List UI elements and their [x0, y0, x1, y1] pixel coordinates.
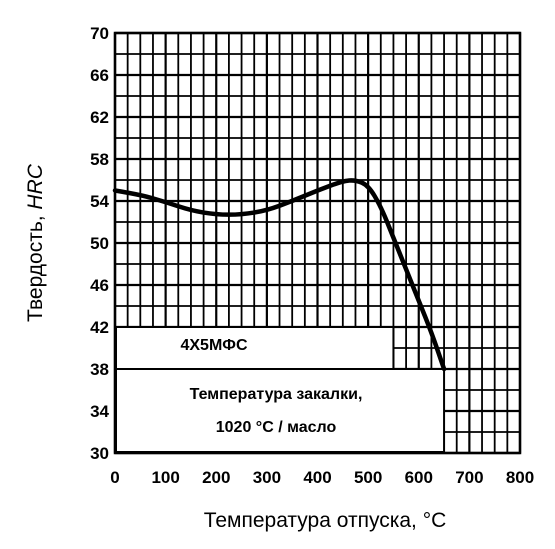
quench-label-line2: 1020 °С / масло [216, 419, 337, 436]
data-point [139, 193, 142, 196]
quench-label-line1: Температура закалки, [190, 386, 363, 403]
curve-layer [112, 178, 447, 372]
data-point [164, 201, 167, 203]
y-tick-label: 62 [90, 108, 109, 127]
data-point [354, 179, 357, 181]
y-axis-title-unit: HRC [24, 163, 47, 209]
y-tick-label: 46 [90, 276, 109, 295]
data-point [291, 200, 293, 202]
y-axis-title-text: Твердость, [24, 210, 47, 322]
y-tick-label: 54 [90, 192, 109, 211]
data-point [379, 205, 382, 208]
y-tick-label: 42 [90, 318, 109, 337]
data-point [342, 180, 344, 182]
x-tick-label: 400 [303, 468, 331, 487]
annotation-boxes [115, 326, 446, 453]
y-tick-label: 34 [90, 402, 109, 421]
steel-grade-box [115, 326, 395, 370]
y-tick-label: 50 [90, 234, 109, 253]
series-line-hardness [112, 178, 447, 372]
data-point [417, 299, 420, 302]
y-tick-label: 30 [90, 444, 109, 463]
quench-box [115, 368, 446, 453]
data-point [392, 236, 395, 239]
data-point [430, 331, 433, 334]
x-tick-label: 0 [110, 468, 119, 487]
x-tick-label: 800 [506, 468, 534, 487]
data-point [367, 184, 369, 187]
x-tick-label: 700 [455, 468, 483, 487]
x-tick-label: 600 [405, 468, 433, 487]
data-point [114, 189, 116, 192]
data-point [215, 213, 218, 216]
y-tick-label: 58 [90, 150, 109, 169]
x-tick-label: 200 [202, 468, 230, 487]
y-tick-label: 70 [90, 24, 109, 43]
steel-grade-label: 4Х5МФС [180, 337, 247, 354]
y-axis-title: Твердость, HRC [24, 163, 47, 322]
data-point [190, 209, 192, 212]
y-tick-label: 66 [90, 66, 109, 85]
x-tick-label: 500 [354, 468, 382, 487]
x-axis-title: Температура отпуска, °С [204, 509, 447, 532]
y-tick-label: 38 [90, 360, 109, 379]
data-point [443, 368, 445, 370]
data-point [405, 268, 407, 271]
data-point [316, 189, 319, 192]
data-point [240, 213, 243, 216]
plot-frame [113, 31, 522, 455]
data-point [266, 209, 268, 212]
x-tick-label: 100 [151, 468, 179, 487]
x-tick-label: 300 [253, 468, 281, 487]
